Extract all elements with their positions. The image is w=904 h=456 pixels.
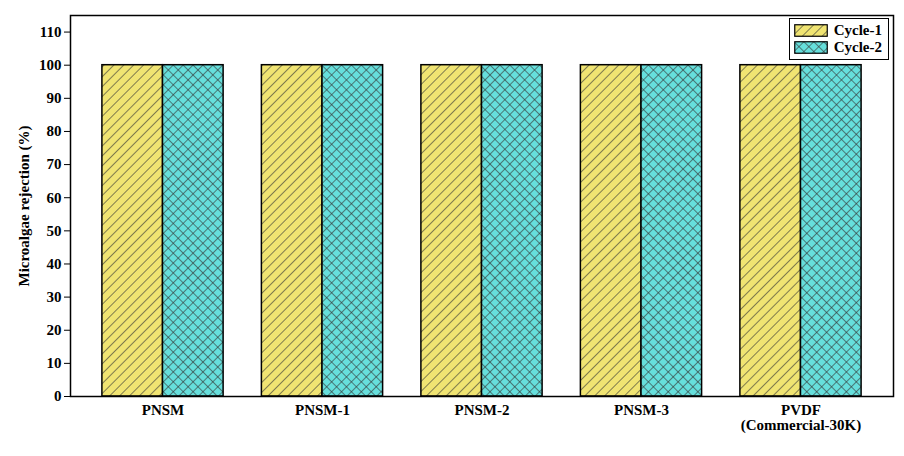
svg-text:10: 10 [47,355,62,371]
svg-text:100: 100 [39,57,62,73]
svg-text:20: 20 [47,322,62,338]
svg-text:PNSM-2: PNSM-2 [455,402,510,418]
svg-text:90: 90 [47,90,62,106]
svg-text:PNSM-1: PNSM-1 [295,402,350,418]
svg-text:PVDF(Commercial-30K): PVDF(Commercial-30K) [741,402,862,434]
svg-text:60: 60 [47,190,62,206]
svg-text:PNSM-3: PNSM-3 [614,402,669,418]
html-text:Cycle-1: Cycle-1 [833,22,882,38]
svg-text:50: 50 [47,223,62,239]
svg-text:PNSM: PNSM [142,402,185,418]
svg-text:110: 110 [40,24,62,40]
svg-text:80: 80 [47,123,62,139]
html-text:Cycle-2: Cycle-2 [833,39,882,55]
svg-text:0: 0 [54,388,62,404]
svg-text:Microalgae rejection (%): Microalgae rejection (%) [16,125,33,286]
svg-text:30: 30 [47,289,62,305]
svg-text:70: 70 [47,156,62,172]
svg-text:40: 40 [47,256,62,272]
